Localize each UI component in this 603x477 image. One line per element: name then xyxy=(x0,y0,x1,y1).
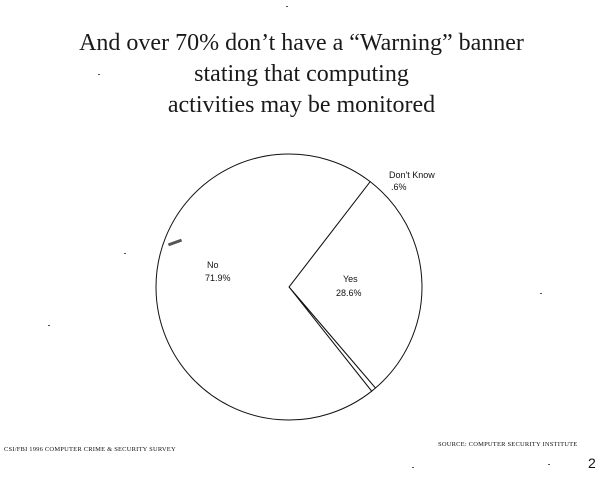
survey-footer: CSI/FBI 1996 COMPUTER CRIME & SECURITY S… xyxy=(4,446,176,453)
title-line-3: activities may be monitored xyxy=(167,92,436,118)
scan-speck xyxy=(98,74,100,75)
scan-speck xyxy=(540,293,542,294)
scan-speck xyxy=(286,6,288,7)
slice-label-don-t-know: Don't Know xyxy=(389,170,435,180)
title-line-1: And over 70% don’t have a “Warning” bann… xyxy=(79,30,524,56)
slice-value-no: 71.9% xyxy=(205,273,231,283)
pie-slice-no xyxy=(155,153,373,421)
pie-slice-yes xyxy=(288,180,423,389)
source-footer: SOURCE: COMPUTER SECURITY INSTITUTE xyxy=(438,441,578,448)
scan-speck xyxy=(412,467,414,468)
scan-speck xyxy=(48,325,50,326)
page-mark: 2 xyxy=(588,455,596,471)
slice-label-yes: Yes xyxy=(343,274,358,284)
slice-value-don-t-know: .6% xyxy=(391,182,407,192)
title-line-2: stating that computing xyxy=(194,61,409,87)
slice-label-no: No xyxy=(207,260,219,270)
scan-speck xyxy=(124,253,126,254)
scan-speck xyxy=(548,464,550,465)
chart-title: And over 70% don’t have a “Warning” bann… xyxy=(0,28,603,121)
slice-value-yes: 28.6% xyxy=(336,288,362,298)
